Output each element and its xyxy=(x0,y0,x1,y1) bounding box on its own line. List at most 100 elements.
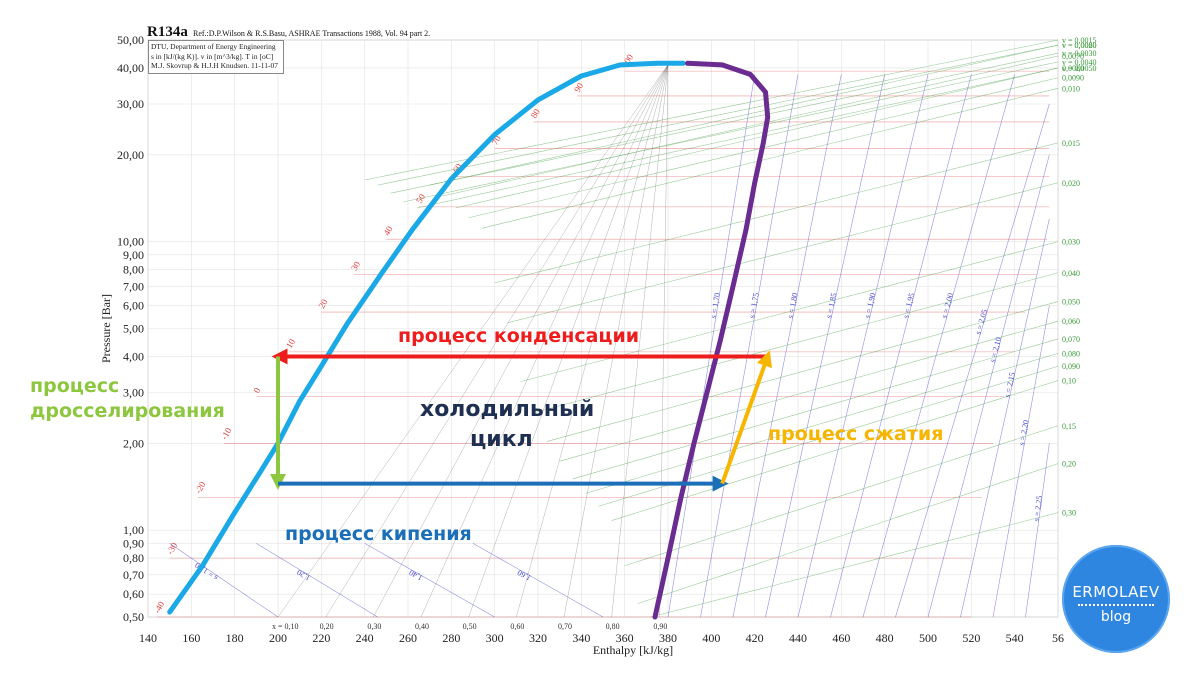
isochore-line xyxy=(377,44,1059,186)
y-tick-label: 3,00 xyxy=(123,386,144,400)
quality-label: 0,50 xyxy=(463,622,477,631)
quality-line xyxy=(516,64,669,618)
x-tick-label: 260 xyxy=(399,631,417,645)
blog-badge[interactable]: ERMOLAEV blog xyxy=(1062,545,1170,653)
isentrope-line xyxy=(667,74,755,618)
x-tick-label: 440 xyxy=(789,631,807,645)
grid-lines xyxy=(147,39,1059,618)
quality-label: 0,30 xyxy=(367,622,381,631)
badge-subtitle: blog xyxy=(1100,609,1132,625)
isochore-label: v = 0,0030 xyxy=(1062,49,1097,58)
x-tick-label: 220 xyxy=(312,631,330,645)
isotherm-label: 40 xyxy=(381,224,394,237)
isotherm-label: 20 xyxy=(316,297,329,310)
x-tick-label: 200 xyxy=(269,631,287,645)
y-tick-label: 2,00 xyxy=(123,436,144,450)
y-tick-label: 20,00 xyxy=(117,148,144,162)
isochore-label: 0,070 xyxy=(1062,335,1080,344)
isentrope-line xyxy=(862,74,1015,618)
y-tick-label: 30,00 xyxy=(117,97,144,111)
quality-line xyxy=(420,64,669,618)
isochore-line xyxy=(585,353,1059,494)
throttling-label: процесс xyxy=(30,375,120,397)
info-line: s in [kJ/(kg K)]. v in [m^3/kg]. T in [o… xyxy=(151,51,274,61)
isotherm-label: 0 xyxy=(251,385,262,394)
y-tick-label: 0,70 xyxy=(123,568,144,582)
x-tick-label: 160 xyxy=(182,631,200,645)
isochore-line xyxy=(455,67,1059,209)
isochore-line xyxy=(429,44,1059,186)
quality-label: 0,20 xyxy=(320,622,334,631)
x-tick-label: 540 xyxy=(1006,631,1024,645)
isochore-label: 0,040 xyxy=(1062,269,1080,278)
isochore-line xyxy=(507,182,1059,324)
y-tick-label: 0,80 xyxy=(123,551,144,565)
isochore-line xyxy=(520,241,1059,382)
isochore-line xyxy=(611,380,1059,521)
x-tick-label: 140 xyxy=(139,631,157,645)
boiling-label: процесс кипения xyxy=(285,523,472,545)
isochore-line xyxy=(481,88,1059,229)
isochore-line xyxy=(403,61,1059,203)
isochore-line xyxy=(533,272,1059,414)
x-tick-label: 280 xyxy=(442,631,460,645)
x-tick-label: 400 xyxy=(702,631,720,645)
isentrope-line xyxy=(364,543,495,618)
y-tick-label: 40,00 xyxy=(117,61,144,75)
isolines: -40-30-20-100102030405060708090100s = 1,… xyxy=(152,36,1097,631)
y-tick-label: 7,00 xyxy=(123,279,144,293)
isochore-line xyxy=(572,338,1059,480)
condensation-label: процесс конденсации xyxy=(398,325,640,347)
saturation-curves xyxy=(167,60,771,620)
y-tick-label: 1,00 xyxy=(123,523,144,537)
isotherm-label: -10 xyxy=(219,425,234,441)
x-tick-label: 380 xyxy=(659,631,677,645)
isentrope-line xyxy=(765,74,885,618)
isentrope-line xyxy=(830,74,972,618)
isochore-label: v = 0,0050 xyxy=(1062,64,1097,73)
cycle-label-2: цикл xyxy=(470,427,533,452)
y-tick-label: 6,00 xyxy=(123,299,144,313)
saturated-vapor-line xyxy=(652,60,771,620)
x-tick-label: 320 xyxy=(529,631,547,645)
info-line: DTU, Department of Energy Engineering xyxy=(151,42,276,51)
isentrope-line xyxy=(927,154,1050,618)
isentrope-line xyxy=(472,543,604,618)
isochore-line xyxy=(559,320,1059,462)
x-tick-label: 500 xyxy=(919,631,937,645)
cycle-compression-arrow xyxy=(720,350,772,485)
y-tick-label: 8,00 xyxy=(123,263,144,277)
isentrope-label: s = 1,70 xyxy=(709,292,722,319)
isochore-line xyxy=(442,55,1059,197)
chart-reference: Ref.:D.P.Wilson & R.S.Basu, ASHRAE Trans… xyxy=(193,29,431,38)
x-tick-label: 240 xyxy=(356,631,374,645)
isotherm-label: -30 xyxy=(165,540,180,556)
isentrope-label: s = 2,20 xyxy=(1017,419,1030,446)
isochore-line xyxy=(637,463,1059,604)
y-tick-label: 10,00 xyxy=(117,235,144,249)
isochore-label: v = 0,0015 xyxy=(1062,36,1097,45)
quality-label: 0,90 xyxy=(653,622,667,631)
isentrope-line xyxy=(895,103,1050,618)
badge-name: ERMOLAEV xyxy=(1072,583,1160,601)
x-tick-label: 340 xyxy=(572,631,590,645)
isochore-line xyxy=(390,52,1059,194)
isentrope-line xyxy=(1025,443,1050,618)
x-tick-label: 520 xyxy=(962,631,980,645)
isochore-label: 0,0080 xyxy=(1062,64,1084,73)
isochore-line xyxy=(416,67,1059,209)
isotherm-label: 10 xyxy=(284,337,297,350)
isochore-label: 0,010 xyxy=(1062,84,1080,93)
info-box: DTU, Department of Energy Engineering s … xyxy=(148,40,284,74)
isochore-label: 0,090 xyxy=(1062,362,1080,371)
x-tick-label: 360 xyxy=(616,631,634,645)
y-tick-label: 9,00 xyxy=(123,248,144,262)
isochore-label: 0,20 xyxy=(1062,460,1076,469)
isochore-line xyxy=(494,142,1059,284)
isochore-label: 0,0070 xyxy=(1062,52,1084,61)
isentrope-line xyxy=(992,305,1050,618)
isentrope-label: s = 2,05 xyxy=(973,308,989,335)
x-tick-label: 300 xyxy=(486,631,504,645)
isochore-line xyxy=(546,301,1059,442)
isochore-label: 0,020 xyxy=(1062,179,1080,188)
